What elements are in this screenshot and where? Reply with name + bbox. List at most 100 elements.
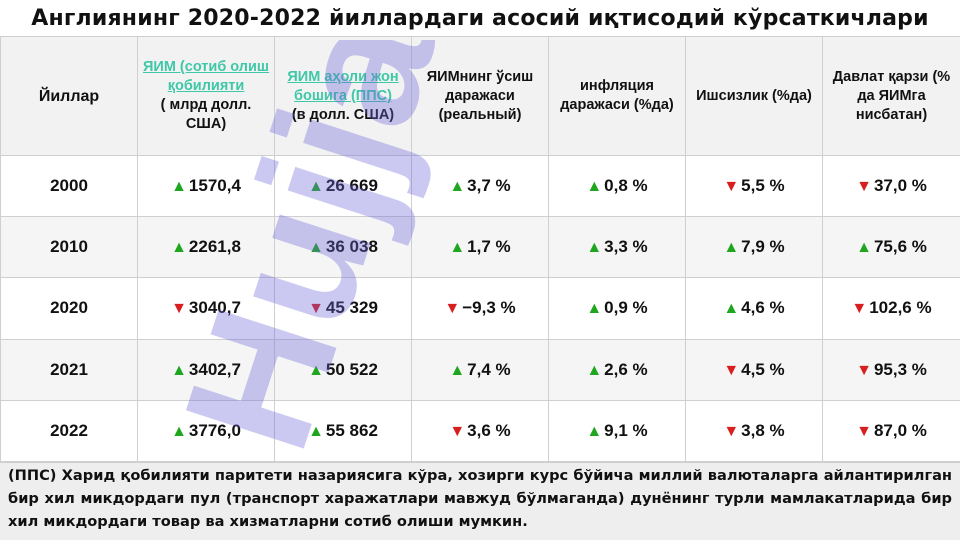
table-cell: ▼ 3,6 %: [411, 399, 549, 463]
table-cell: ▲ 50 522: [274, 338, 412, 401]
header-ppp-link[interactable]: ЯИМ аҳоли жон бошига (ППС): [287, 68, 399, 104]
cell-value: 9,1 %: [604, 420, 648, 440]
cell-value: 3776,0: [188, 420, 241, 440]
cell-value: 2261,8: [188, 237, 241, 257]
arrow-down-icon: ▼: [856, 178, 872, 196]
arrow-up-icon: ▲: [586, 422, 603, 440]
table-cell: ▲ 7,9 %: [685, 216, 823, 279]
row-year: 2000: [0, 154, 138, 218]
table-cell: ▼ 95,3 %: [822, 338, 960, 401]
arrow-up-icon: ▲: [308, 361, 324, 379]
cell-value: −9,3 %: [462, 298, 516, 318]
arrow-down-icon: ▼: [723, 361, 740, 379]
arrow-up-icon: ▲: [171, 178, 187, 196]
cell-value: 50 522: [325, 359, 378, 379]
table-row: 2020 ▼ 3040,7 ▼ 45 329 ▼ −9,3 % ▲ 0,9 % ▲ 4,6 % ▼ 10…: [0, 277, 960, 340]
arrow-up-icon: ▲: [723, 300, 740, 318]
header-growth: ЯИМнинг ўсиш даражаси (реальный): [411, 36, 549, 156]
cell-value: 0,8 %: [604, 176, 648, 196]
table-cell: ▼ 3040,7: [137, 277, 275, 340]
row-year: 2022: [0, 399, 138, 463]
cell-value: 3,3 %: [604, 237, 648, 257]
table-cell: ▼ 45 329: [274, 277, 412, 340]
arrow-up-icon: ▲: [308, 239, 324, 257]
arrow-down-icon: ▼: [856, 361, 872, 379]
table-cell: ▲ 1570,4: [137, 154, 275, 218]
header-ppp-unit: (в долл. США): [291, 106, 395, 123]
arrow-up-icon: ▲: [586, 239, 603, 257]
arrow-up-icon: ▲: [171, 361, 187, 379]
arrow-up-icon: ▲: [171, 422, 187, 440]
table-cell: ▲ 2261,8: [137, 216, 275, 279]
arrow-up-icon: ▲: [586, 361, 603, 379]
row-year: 2020: [0, 277, 138, 340]
cell-value: 1,7 %: [467, 237, 511, 257]
header-gdp: ЯИМ (сотиб олиш қобилияти ( млрд долл. С…: [137, 36, 275, 156]
table-cell: ▲ 9,1 %: [548, 399, 686, 463]
table-cell: ▲ 7,4 %: [411, 338, 549, 401]
cell-value: 3040,7: [188, 298, 241, 318]
cell-value: 2,6 %: [604, 359, 648, 379]
table-row: 2010 ▲ 2261,8 ▲ 36 038 ▲ 1,7 % ▲ 3,3 % ▲ 7,9 % ▲ 75,…: [0, 216, 960, 279]
arrow-up-icon: ▲: [449, 361, 466, 379]
cell-value: 26 669: [325, 176, 378, 196]
table-cell: ▼ 5,5 %: [685, 154, 823, 218]
arrow-up-icon: ▲: [586, 300, 603, 318]
header-gdp-link[interactable]: ЯИМ (сотиб олиш қобилияти: [142, 59, 270, 94]
cell-value: 4,6 %: [741, 298, 785, 318]
table-cell: ▲ 26 669: [274, 154, 412, 218]
arrow-down-icon: ▼: [856, 422, 872, 440]
table-cell: ▼ 102,6 %: [822, 277, 960, 340]
cell-value: 1570,4: [188, 176, 241, 196]
cell-value: 7,9 %: [741, 237, 785, 257]
table-cell: ▲ 3,7 %: [411, 154, 549, 218]
cell-value: 95,3 %: [873, 359, 927, 379]
table-row: 2022 ▲ 3776,0 ▲ 55 862 ▼ 3,6 % ▲ 9,1 % ▼ 3,8 % ▼ 87,…: [0, 399, 960, 463]
cell-value: 87,0 %: [873, 420, 927, 440]
arrow-up-icon: ▲: [308, 422, 324, 440]
arrow-down-icon: ▼: [444, 300, 461, 318]
row-year: 2010: [0, 216, 138, 279]
header-ppp: ЯИМ аҳоли жон бошига (ППС) (в долл. США): [274, 36, 412, 156]
arrow-down-icon: ▼: [723, 422, 740, 440]
indicators-table: Йиллар ЯИМ (сотиб олиш қобилияти ( млрд …: [0, 36, 960, 463]
table-cell: ▲ 55 862: [274, 399, 412, 463]
table-cell: ▲ 4,6 %: [685, 277, 823, 340]
table-cell: ▼ −9,3 %: [411, 277, 549, 340]
header-gdp-unit: ( млрд долл. США): [160, 97, 252, 132]
cell-value: 3,6 %: [467, 420, 511, 440]
cell-value: 0,9 %: [604, 298, 648, 318]
arrow-up-icon: ▲: [586, 178, 603, 196]
cell-value: 37,0 %: [873, 176, 927, 196]
arrow-down-icon: ▼: [449, 422, 466, 440]
header-row: Йиллар ЯИМ (сотиб олиш қобилияти ( млрд …: [0, 36, 960, 156]
cell-value: 75,6 %: [873, 237, 927, 257]
header-inflation: инфляция даражаси (%да): [548, 36, 686, 156]
header-unemployment: Ишсизлик (%да): [685, 36, 823, 156]
arrow-up-icon: ▲: [308, 178, 324, 196]
cell-value: 3402,7: [188, 359, 241, 379]
table-cell: ▲ 3402,7: [137, 338, 275, 401]
table-cell: ▲ 3776,0: [137, 399, 275, 463]
row-year: 2021: [0, 338, 138, 401]
table-body: 2000 ▲ 1570,4 ▲ 26 669 ▲ 3,7 % ▲ 0,8 % ▼ 5,5 % ▼ 37,…: [0, 154, 960, 463]
arrow-up-icon: ▲: [171, 239, 187, 257]
cell-value: 3,8 %: [741, 420, 785, 440]
table-cell: ▼ 37,0 %: [822, 154, 960, 218]
footnote: (ППС) Харид қобилияти паритети назарияси…: [0, 462, 960, 540]
table-cell: ▲ 0,8 %: [548, 154, 686, 218]
arrow-up-icon: ▲: [856, 239, 872, 257]
cell-value: 55 862: [325, 420, 378, 440]
arrow-up-icon: ▲: [449, 178, 466, 196]
cell-value: 5,5 %: [741, 176, 785, 196]
cell-value: 7,4 %: [467, 359, 511, 379]
table-row: 2000 ▲ 1570,4 ▲ 26 669 ▲ 3,7 % ▲ 0,8 % ▼ 5,5 % ▼ 37,…: [0, 154, 960, 218]
header-debt: Давлат қарзи (% да ЯИМга нисбатан): [822, 36, 960, 156]
table-cell: ▲ 3,3 %: [548, 216, 686, 279]
arrow-down-icon: ▼: [851, 300, 868, 318]
table-cell: ▲ 2,6 %: [548, 338, 686, 401]
cell-value: 3,7 %: [467, 176, 511, 196]
arrow-down-icon: ▼: [308, 300, 324, 318]
cell-value: 45 329: [325, 298, 378, 318]
arrow-down-icon: ▼: [723, 178, 740, 196]
